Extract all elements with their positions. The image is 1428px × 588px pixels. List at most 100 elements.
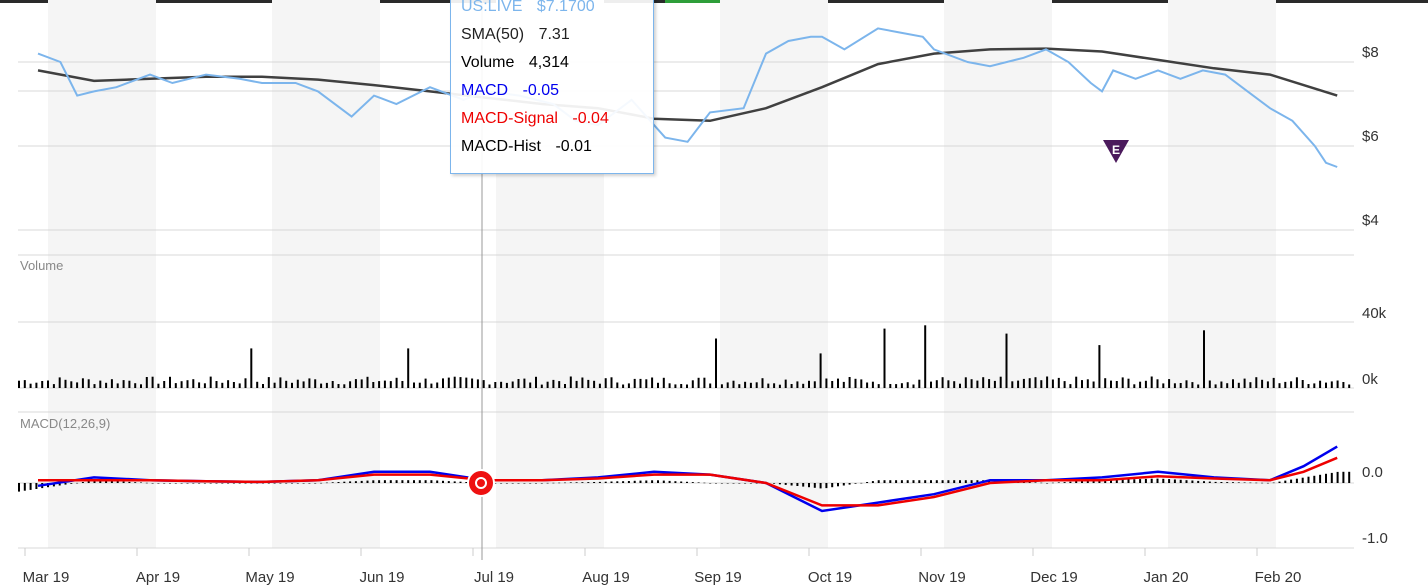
volume-bar <box>354 379 357 388</box>
volume-bar <box>598 383 601 388</box>
macd-hist-bar <box>267 483 270 484</box>
volume-bar <box>41 381 44 388</box>
top-accent-bar <box>665 0 747 3</box>
volume-bar <box>1057 377 1060 388</box>
volume-bar <box>198 382 201 388</box>
volume-bar <box>413 382 415 388</box>
volume-panel-label: Volume <box>20 258 63 273</box>
volume-bar <box>825 378 828 388</box>
macd-hist-bar <box>1139 479 1142 483</box>
macd-hist-bar <box>360 480 363 483</box>
volume-bar <box>633 378 636 388</box>
macd-hist-bar <box>691 482 694 483</box>
macd-hist-bar <box>1232 482 1234 483</box>
macd-hist-bar <box>169 483 171 484</box>
macd-hist-bar <box>889 480 892 483</box>
macd-hist-bar <box>651 480 654 483</box>
volume-bar <box>378 381 381 388</box>
volume-bar <box>918 379 921 388</box>
macd-hist-bar <box>1127 479 1130 483</box>
macd-hist-bar <box>976 480 979 483</box>
volume-bar <box>581 377 584 388</box>
earnings-flag[interactable]: E <box>1103 140 1129 163</box>
macd-hist-bar <box>157 483 160 484</box>
volume-bar <box>1005 333 1008 388</box>
macd-hist-bar <box>244 483 247 484</box>
tooltip-price: $7.1700 <box>536 0 595 15</box>
volume-bar <box>639 378 642 388</box>
macd-hist-bar <box>627 481 630 483</box>
macd-hist-bar <box>442 480 444 483</box>
macd-hist-bar <box>639 480 642 483</box>
macd-hist-bar <box>883 480 886 483</box>
macd-hist-bar <box>1325 473 1327 483</box>
volume-bar <box>755 382 758 388</box>
y-tick-label: -1.0 <box>1362 530 1388 547</box>
macd-signal-line <box>38 456 1338 507</box>
tooltip-sma-label: SMA(50) <box>461 26 525 43</box>
macd-hist-bar <box>918 480 921 483</box>
volume-bar <box>1237 382 1240 388</box>
volume-bar <box>389 381 392 388</box>
volume-bar <box>488 384 491 388</box>
volume-bar <box>610 377 613 388</box>
volume-bar <box>900 383 903 388</box>
macd-hist-bar <box>668 480 671 483</box>
macd-panel-label: MACD(12,26,9) <box>20 416 110 431</box>
volume-bar <box>744 381 747 388</box>
macd-hist-bar <box>325 482 328 484</box>
macd-hist-bar <box>1255 482 1258 484</box>
macd-hist-bar <box>1278 481 1281 483</box>
x-tick-label: Jun 19 <box>359 569 404 586</box>
volume-bar <box>778 384 781 388</box>
volume-bar <box>331 381 334 388</box>
macd-hist-bar <box>697 482 700 483</box>
macd-hist-bar <box>860 482 863 484</box>
volume-bar <box>262 384 264 388</box>
macd-hist-bar <box>912 480 915 483</box>
volume-bar <box>1104 378 1107 388</box>
volume-bar <box>1092 381 1095 388</box>
macd-hist-bar <box>546 482 549 484</box>
volume-bar <box>587 379 590 388</box>
x-tick-label: Mar 19 <box>23 569 70 586</box>
volume-bar <box>1266 381 1269 388</box>
macd-hist-bar <box>349 481 352 483</box>
volume-bar <box>1255 377 1258 388</box>
crosshair-marker[interactable] <box>467 469 495 497</box>
macd-hist-bar <box>1156 478 1159 483</box>
volume-bar <box>1017 380 1020 388</box>
volume-bar <box>622 384 625 388</box>
y-tick-label: 40k <box>1362 305 1387 322</box>
macd-hist-bar <box>465 482 468 483</box>
volume-bar <box>320 383 323 388</box>
macd-hist-bar <box>1197 480 1200 483</box>
macd-hist-bar <box>1098 480 1101 483</box>
volume-bar <box>1098 345 1101 388</box>
macd-hist-bar <box>854 483 857 484</box>
macd-hist-bar <box>343 481 346 483</box>
macd-hist-bar <box>790 483 793 486</box>
macd-hist-bar <box>279 483 282 484</box>
macd-hist-bar <box>1057 482 1060 483</box>
macd-hist-bar <box>389 480 392 483</box>
macd-hist-bar <box>1261 482 1264 484</box>
macd-hist-bar <box>291 483 293 484</box>
month-bands <box>48 0 1276 548</box>
volume-bar <box>802 383 805 388</box>
volume-bar <box>1086 379 1089 388</box>
tooltip-symbol: US:LIVE <box>461 0 523 15</box>
volume-bar <box>1185 380 1188 388</box>
macd-hist-bar <box>314 483 317 484</box>
volume-bar <box>18 380 20 388</box>
macd-hist-bar <box>23 483 26 491</box>
macd-hist-bar <box>674 481 677 483</box>
macd-hist-bar <box>1034 482 1037 483</box>
volume-bar <box>1046 376 1049 388</box>
volume-bar <box>651 377 654 388</box>
macd-hist-bar <box>778 483 781 485</box>
macd-hist-bar <box>76 482 79 484</box>
macd-hist-bar <box>970 480 973 483</box>
macd-hist-bar <box>494 483 497 484</box>
